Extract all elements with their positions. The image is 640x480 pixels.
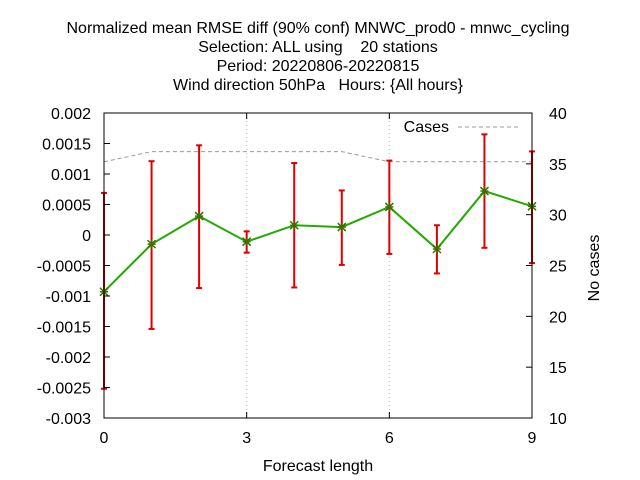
y2-axis-label: No cases — [586, 235, 603, 302]
x-tick-labels: 0 3 6 9 — [100, 430, 537, 447]
data-point — [147, 239, 157, 249]
y-tick-label: 0 — [82, 228, 91, 245]
axis-ticks — [103, 112, 533, 419]
y-tick-label: 0.002 — [51, 106, 91, 123]
legend-label-cases: Cases — [404, 119, 449, 136]
data-point — [384, 202, 394, 212]
y-tick-label: -0.0005 — [37, 259, 91, 276]
y-tick-label: -0.0025 — [37, 381, 91, 398]
y-tick-label: 0.001 — [51, 167, 91, 184]
y-tick-label: 0.0005 — [42, 198, 91, 215]
cases-line — [103, 151, 532, 163]
y-tick-label: 0.0015 — [42, 137, 91, 154]
title-line-3: Period: 20220806-20220815 — [217, 58, 420, 75]
line-layer — [103, 189, 533, 293]
y2-tick-label: 40 — [549, 106, 567, 123]
mean-line — [103, 189, 533, 293]
data-point — [337, 222, 347, 232]
y-tick-labels: 0.002 0.0015 0.001 0.0005 0 -0.0005 -0.001 -0.0… — [37, 106, 91, 428]
data-point — [194, 211, 204, 221]
data-point — [479, 186, 489, 196]
y-tick-label: -0.003 — [46, 411, 91, 428]
y2-tick-label: 35 — [549, 157, 567, 174]
y2-tick-label: 30 — [549, 208, 567, 225]
x-tick-label: 3 — [242, 430, 251, 447]
title-line-2: Selection: ALL using 20 stations — [198, 39, 438, 56]
x-tick-label: 9 — [528, 430, 537, 447]
y2-tick-label: 10 — [549, 411, 567, 428]
title-line-4: Wind direction 50hPa Hours: {All hours} — [173, 77, 464, 94]
plot-frame — [103, 112, 533, 419]
y2-tick-labels: 40 35 30 25 20 15 10 — [549, 106, 567, 428]
legend: Cases — [404, 119, 518, 136]
x-tick-label: 6 — [385, 430, 394, 447]
data-point — [242, 237, 252, 247]
y2-tick-label: 20 — [549, 309, 567, 326]
y2-tick-label: 25 — [549, 259, 567, 276]
marker-layer — [99, 186, 537, 297]
y-tick-label: -0.001 — [46, 289, 91, 306]
errorbar-layer — [101, 133, 535, 390]
x-tick-label: 0 — [100, 430, 109, 447]
title-line-1: Normalized mean RMSE diff (90% conf) MNW… — [67, 20, 570, 37]
y-tick-label: -0.0015 — [37, 320, 91, 337]
grid-layer — [246, 113, 390, 418]
y-tick-label: -0.002 — [46, 350, 91, 367]
chart-title: Normalized mean RMSE diff (90% conf) MNW… — [67, 20, 570, 94]
cases-layer — [103, 151, 532, 163]
data-point — [432, 244, 442, 254]
data-point — [289, 220, 299, 230]
x-axis-label: Forecast length — [263, 458, 373, 475]
y2-tick-label: 15 — [549, 360, 567, 377]
